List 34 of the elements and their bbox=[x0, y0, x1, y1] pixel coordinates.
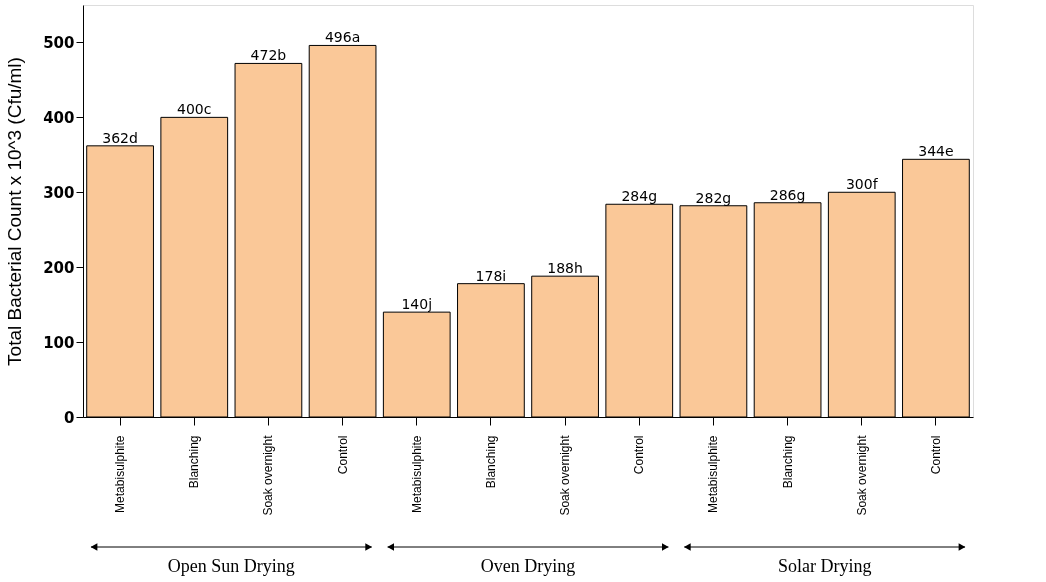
data-label: 282g bbox=[695, 189, 732, 206]
x-tick-label: Metabisulphite bbox=[706, 435, 721, 513]
text: Solar Drying bbox=[777, 556, 872, 576]
data-label: 300f bbox=[845, 176, 879, 193]
text: Open Sun Drying bbox=[167, 556, 295, 576]
y-axis-title: Total Bacterial Count x 10^3 (Cfu/ml) bbox=[4, 57, 26, 366]
data-label: 284g bbox=[621, 188, 658, 205]
y-tick-label: 300 bbox=[43, 183, 75, 202]
data-label: 496a bbox=[324, 29, 361, 46]
y-tick-label: 0 bbox=[64, 408, 75, 427]
x-tick-label: Soak overnight bbox=[854, 434, 869, 516]
data-label: 140j bbox=[401, 296, 433, 313]
data-label: 362d bbox=[102, 129, 138, 146]
x-tick-label: Blanching bbox=[187, 435, 202, 489]
x-tick-label: Control bbox=[335, 435, 350, 475]
data-label: 400c bbox=[177, 101, 212, 118]
data-label: 472b bbox=[250, 47, 287, 64]
data-label: 286g bbox=[769, 186, 806, 203]
x-tick-label: Blanching bbox=[780, 435, 795, 489]
y-tick-label: 100 bbox=[43, 333, 75, 352]
y-tick-label: 200 bbox=[43, 258, 75, 277]
data-label: 344e bbox=[918, 143, 954, 160]
x-tick-label: Control bbox=[632, 435, 647, 475]
y-tick-label: 400 bbox=[43, 108, 75, 127]
data-label: 188h bbox=[547, 260, 583, 277]
y-tick-label: 500 bbox=[43, 33, 75, 52]
x-tick-label: Soak overnight bbox=[558, 434, 573, 516]
text: Oven Drying bbox=[480, 556, 576, 576]
x-tick-label: Metabisulphite bbox=[113, 435, 128, 513]
x-tick-label: Soak overnight bbox=[261, 434, 276, 516]
x-tick-label: Metabisulphite bbox=[409, 435, 424, 513]
x-tick-label: Blanching bbox=[483, 435, 498, 489]
data-label: 178i bbox=[475, 267, 507, 284]
x-tick-label: Control bbox=[928, 435, 943, 475]
